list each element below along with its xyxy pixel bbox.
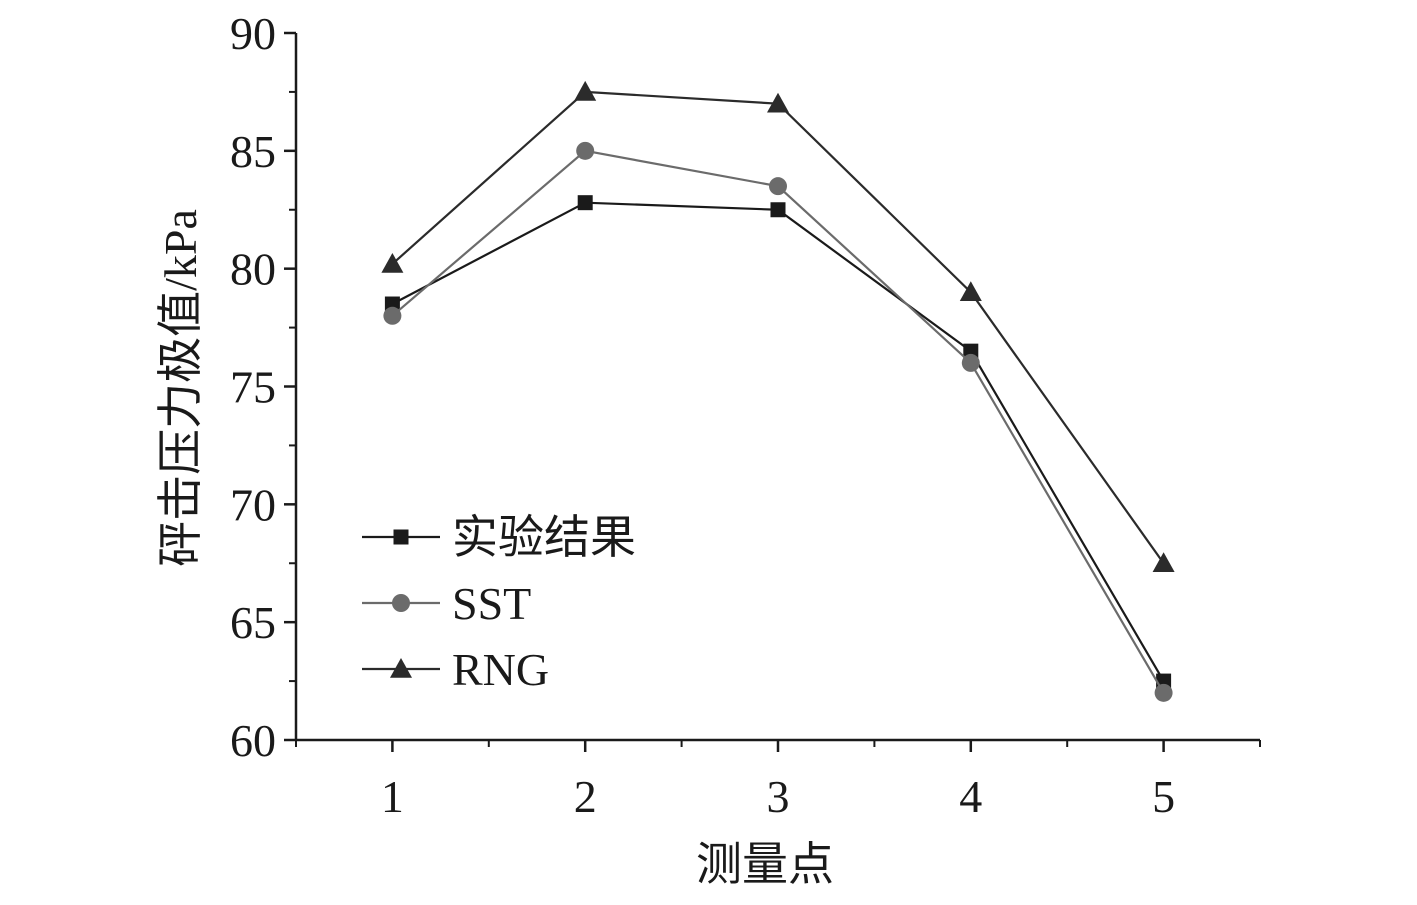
data-point — [769, 177, 787, 196]
data-point — [574, 80, 597, 101]
legend-marker — [392, 594, 410, 612]
legend-label: SST — [452, 578, 531, 629]
x-tick-label: 3 — [767, 771, 790, 822]
series-1 — [383, 141, 1173, 702]
axes: 60 65 70 75 80 85 90 1 2 3 4 5 — [230, 8, 1261, 822]
y-tick-label: 60 — [230, 715, 276, 766]
legend: 实验结果 SST RNG — [362, 512, 636, 695]
data-point — [576, 141, 595, 160]
legend-item: SST — [362, 578, 531, 629]
series-layer — [381, 80, 1175, 702]
data-point — [767, 92, 789, 113]
data-point — [1152, 552, 1175, 573]
legend-item: RNG — [362, 644, 549, 695]
data-point — [770, 202, 786, 218]
data-point — [961, 353, 980, 372]
x-tick-label: 2 — [574, 771, 597, 822]
y-tick-label: 75 — [230, 362, 276, 413]
legend-label: 实验结果 — [452, 512, 636, 563]
series-2 — [381, 80, 1175, 573]
x-tick-label: 1 — [381, 771, 404, 822]
data-point — [381, 252, 404, 273]
y-tick-label: 80 — [230, 244, 276, 295]
x-axis-title: 测量点 — [696, 839, 834, 890]
legend-marker — [393, 529, 409, 545]
legend-label: RNG — [452, 644, 549, 695]
y-tick-label: 65 — [230, 597, 276, 648]
legend-item: 实验结果 — [362, 512, 636, 563]
data-point — [383, 306, 402, 325]
x-tick-label: 5 — [1152, 771, 1175, 822]
legend-marker — [390, 658, 412, 678]
y-tick-label: 70 — [230, 479, 276, 530]
series-line — [391, 90, 1165, 564]
x-tick-label: 4 — [959, 771, 982, 822]
data-point — [959, 281, 982, 302]
y-tick-label: 90 — [230, 8, 276, 59]
data-point — [1154, 683, 1173, 702]
y-tick-label: 85 — [230, 126, 276, 177]
data-point — [577, 195, 593, 211]
y-axis-title: 砰击压力极值/kPa — [155, 209, 206, 567]
